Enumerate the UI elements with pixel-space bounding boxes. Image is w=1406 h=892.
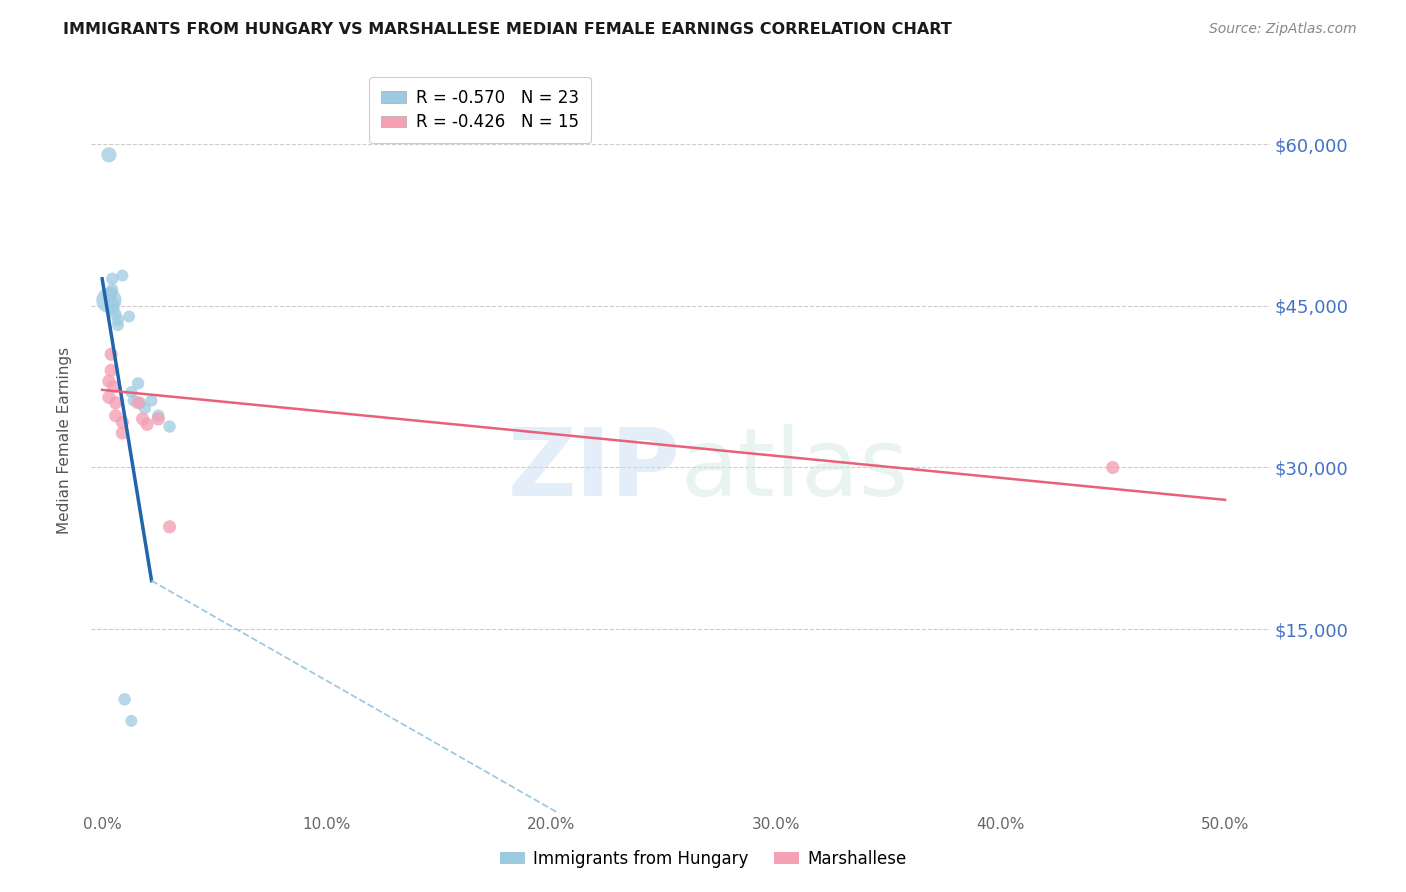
Point: [114, 692, 136, 706]
Point: [131, 412, 153, 426]
Point: [100, 363, 122, 377]
Point: [120, 714, 142, 728]
Point: [120, 384, 142, 399]
Point: [104, 307, 127, 321]
Point: [134, 401, 156, 416]
Point: [148, 412, 170, 426]
Point: [122, 393, 145, 408]
Point: [111, 425, 134, 440]
Point: [101, 272, 124, 286]
Point: [127, 396, 149, 410]
Point: [107, 312, 129, 326]
Point: [159, 520, 181, 534]
Y-axis label: Median Female Earnings: Median Female Earnings: [58, 347, 72, 534]
Point: [98, 289, 121, 303]
Point: [97, 391, 120, 405]
Legend: Immigrants from Hungary, Marshallese: Immigrants from Hungary, Marshallese: [494, 844, 912, 875]
Point: [100, 285, 122, 300]
Point: [1101, 460, 1123, 475]
Text: atlas: atlas: [681, 425, 908, 516]
Legend: R = -0.570   N = 23, R = -0.426   N = 15: R = -0.570 N = 23, R = -0.426 N = 15: [370, 77, 591, 143]
Point: [127, 376, 149, 391]
Point: [111, 268, 134, 283]
Point: [97, 293, 120, 308]
Point: [136, 417, 159, 432]
Point: [104, 409, 127, 423]
Text: ZIP: ZIP: [508, 425, 681, 516]
Point: [101, 283, 124, 297]
Point: [103, 301, 125, 316]
Point: [129, 396, 152, 410]
Point: [159, 419, 181, 434]
Point: [107, 318, 129, 333]
Point: [97, 148, 120, 162]
Point: [141, 393, 163, 408]
Point: [111, 415, 134, 429]
Point: [100, 347, 122, 361]
Point: [103, 296, 125, 310]
Text: IMMIGRANTS FROM HUNGARY VS MARSHALLESE MEDIAN FEMALE EARNINGS CORRELATION CHART: IMMIGRANTS FROM HUNGARY VS MARSHALLESE M…: [63, 22, 952, 37]
Point: [118, 310, 141, 324]
Point: [148, 409, 170, 423]
Point: [97, 374, 120, 388]
Point: [104, 396, 127, 410]
Text: Source: ZipAtlas.com: Source: ZipAtlas.com: [1209, 22, 1357, 37]
Point: [103, 379, 125, 393]
